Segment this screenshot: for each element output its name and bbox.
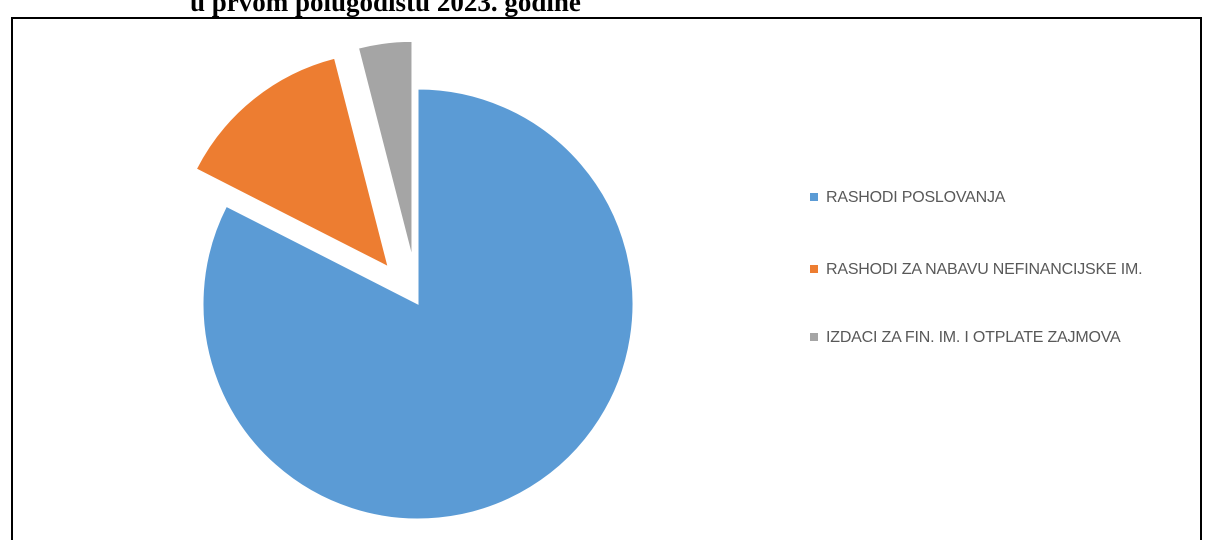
chart-frame: RASHODI POSLOVANJA RASHODI ZA NABAVU NEF… <box>11 17 1202 540</box>
pie-slice-rashodi-poslovanja <box>202 88 634 520</box>
legend-swatch <box>810 265 818 273</box>
legend-label: RASHODI ZA NABAVU NEFINANCIJSKE IM. <box>826 261 1143 278</box>
legend-swatch <box>810 193 818 201</box>
legend-item-izdaci-za-fin: IZDACI ZA FIN. IM. I OTPLATE ZAJMOVA <box>810 327 1190 349</box>
legend-item-rashodi-poslovanja: RASHODI POSLOVANJA <box>810 187 1190 209</box>
legend-label: IZDACI ZA FIN. IM. I OTPLATE ZAJMOVA <box>826 329 1121 346</box>
document-title: u prvom polugodištu 2023. godine <box>190 0 581 17</box>
pie-chart <box>195 40 634 520</box>
legend-item-rashodi-za-nabavu: RASHODI ZA NABAVU NEFINANCIJSKE IM. <box>810 259 1182 281</box>
legend-swatch <box>810 333 818 341</box>
pie-slice-rashodi-za-nabavu <box>195 57 389 268</box>
pie-slice-izdaci-za-fin <box>357 40 413 257</box>
legend-label: RASHODI POSLOVANJA <box>826 189 1006 206</box>
